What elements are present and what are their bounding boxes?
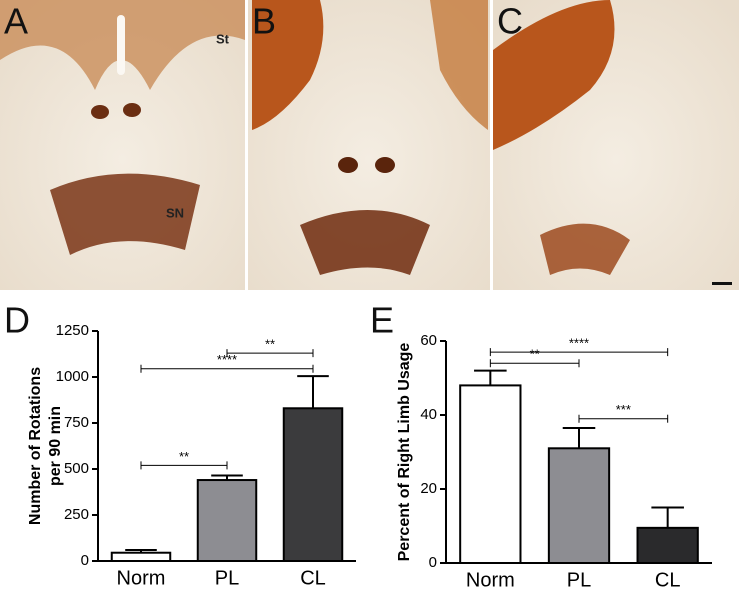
- significance-label: ****: [217, 352, 237, 367]
- region-label: SN: [166, 205, 184, 220]
- bar: [547, 447, 611, 564]
- bar: [459, 384, 522, 564]
- y-tick-label: 40: [420, 406, 437, 423]
- bar: [636, 526, 699, 564]
- x-tick-label: PL: [567, 569, 591, 591]
- x-tick-label: Norm: [466, 569, 515, 591]
- y-tick-label: 0: [81, 552, 89, 569]
- y-tick-label: 500: [64, 460, 89, 477]
- photo-b: B: [248, 0, 490, 290]
- bar: [196, 479, 258, 563]
- photo-a: A St SN: [0, 0, 245, 290]
- panel-label: A: [4, 1, 28, 42]
- significance-label: **: [179, 449, 189, 464]
- y-tick-label: 1250: [56, 322, 89, 339]
- y-axis-label: Percent of Right Limb Usage: [396, 343, 413, 562]
- y-tick-label: 250: [64, 506, 89, 523]
- panel-label: E: [370, 300, 394, 341]
- x-tick-label: Norm: [117, 567, 166, 589]
- x-tick-label: PL: [215, 567, 239, 589]
- panel-label: C: [497, 1, 523, 42]
- y-tick-label: 0: [429, 554, 437, 571]
- significance-label: ****: [569, 336, 589, 351]
- significance-label: ***: [616, 402, 631, 417]
- y-tick-label: 60: [420, 332, 437, 349]
- x-tick-label: CL: [655, 569, 681, 591]
- x-tick-label: CL: [300, 567, 326, 589]
- region-label: St: [216, 31, 230, 46]
- significance-label: **: [265, 337, 275, 352]
- y-axis-label: Number of Rotations: [27, 367, 44, 525]
- panel-label: D: [4, 300, 30, 341]
- photo-c: C: [493, 0, 739, 290]
- y-tick-label: 20: [420, 480, 437, 497]
- significance-label: **: [530, 347, 540, 362]
- bar: [282, 407, 344, 562]
- y-tick-label: 750: [64, 414, 89, 431]
- panel-label: B: [252, 1, 276, 42]
- y-tick-label: 1000: [56, 368, 89, 385]
- bar: [110, 551, 172, 562]
- y-axis-label: per 90 min: [47, 406, 64, 486]
